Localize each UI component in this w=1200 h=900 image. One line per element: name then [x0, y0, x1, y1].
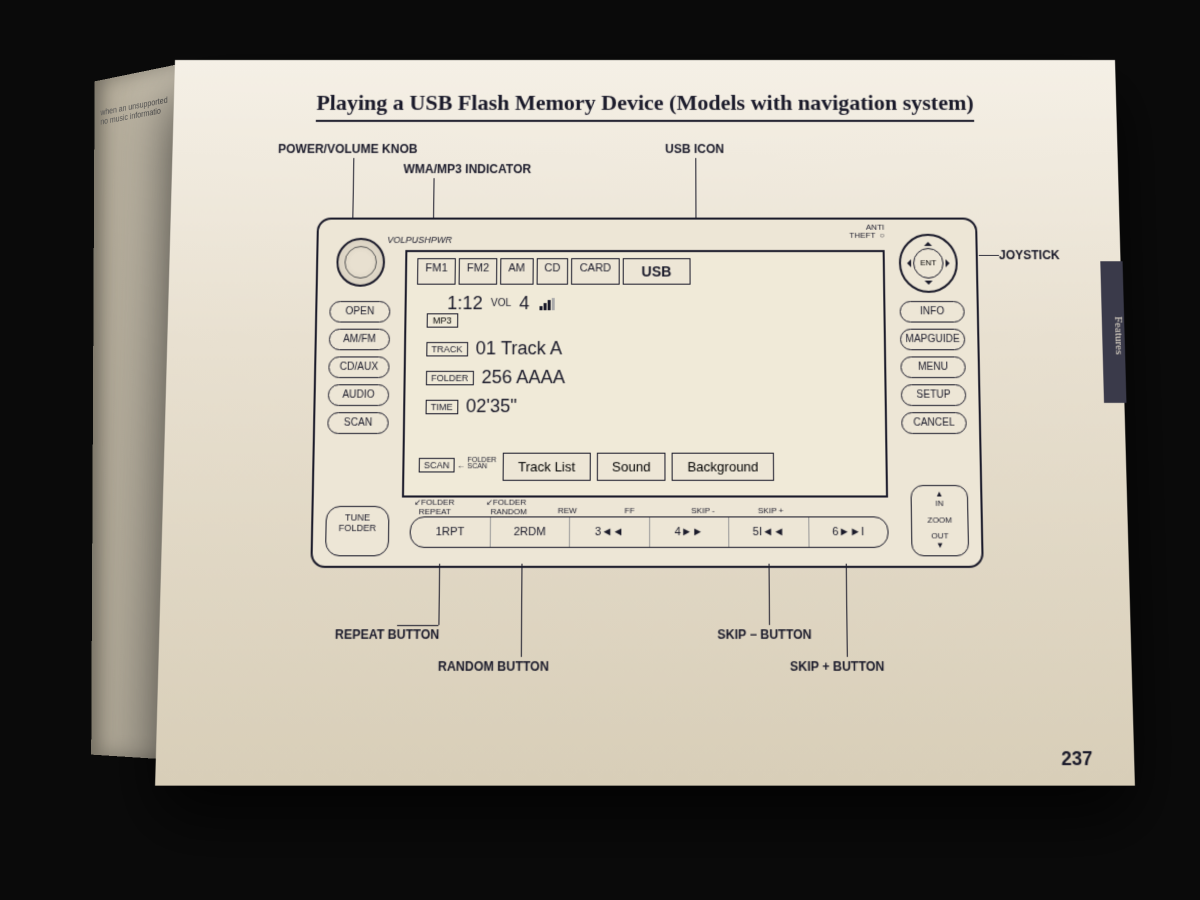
page-title: Playing a USB Flash Memory Device (Model…: [316, 90, 974, 122]
section-tab: Features: [1100, 261, 1126, 403]
preset-3[interactable]: 3◄◄: [570, 517, 650, 546]
preset-4[interactable]: 4►►: [650, 517, 730, 546]
track-line: TRACK 01 Track A: [426, 338, 562, 360]
sound-button[interactable]: Sound: [597, 453, 666, 481]
anti-theft-label: ANTITHEFT: [849, 224, 884, 240]
open-button[interactable]: OPEN: [329, 301, 390, 323]
tracklist-button[interactable]: Track List: [503, 453, 591, 481]
mapguide-button[interactable]: MAPGUIDE: [900, 329, 965, 351]
preset-1[interactable]: 1RPT: [411, 517, 491, 546]
power-volume-knob[interactable]: [336, 238, 385, 287]
joystick[interactable]: ENT: [899, 234, 959, 293]
preset-5[interactable]: 5І◄◄: [729, 517, 809, 546]
callout-wma-mp3: WMA/MP3 INDICATOR: [403, 162, 531, 176]
cdaux-button[interactable]: CD/AUX: [328, 356, 389, 378]
mp3-indicator: MP3: [427, 313, 458, 327]
diagram: POWER/VOLUME KNOB WMA/MP3 INDICATOR USB …: [209, 132, 1081, 713]
info-button[interactable]: INFO: [900, 301, 965, 323]
callout-repeat: REPEAT BUTTON: [335, 627, 440, 642]
tab-cd[interactable]: CD: [536, 258, 568, 284]
soft-buttons: Track List Sound Background: [503, 453, 774, 481]
callout-joystick: JOYSTICK: [999, 248, 1060, 262]
page-number: 237: [1061, 748, 1093, 771]
setup-button[interactable]: SETUP: [901, 384, 967, 406]
callout-random: RANDOM BUTTON: [438, 659, 549, 674]
callout-usb-icon: USB ICON: [665, 142, 724, 156]
zoom-button[interactable]: ▲IN ZOOM OUT▼: [910, 485, 969, 556]
folder-line: FOLDER 256 AAAA: [426, 367, 565, 389]
radio-head-unit: VOLPUSHPWR ANTITHEFT ENT OPEN AM/FM CD/A…: [310, 218, 983, 568]
right-button-column: INFO MAPGUIDE MENU SETUP CANCEL: [900, 301, 967, 440]
scan-labels: SCAN ← FOLDERSCAN: [419, 458, 497, 471]
time-line: TIME 02'35": [426, 396, 517, 418]
preset-6[interactable]: 6►►І: [809, 517, 888, 546]
display-screen: FM1 FM2 AM CD CARD USB 1:12 VOL 4 MP3 TR…: [402, 250, 888, 497]
menu-button[interactable]: MENU: [900, 356, 966, 378]
background-button[interactable]: Background: [672, 453, 774, 481]
tune-folder-button[interactable]: TUNEFOLDER: [325, 506, 390, 556]
callout-skip-plus: SKIP + BUTTON: [790, 659, 885, 674]
scan-button[interactable]: SCAN: [327, 412, 389, 434]
tab-fm1[interactable]: FM1: [417, 258, 456, 284]
callout-power-volume: POWER/VOLUME KNOB: [278, 142, 418, 156]
tab-card[interactable]: CARD: [571, 258, 619, 284]
vol-pwr-label: VOLPUSHPWR: [387, 235, 452, 245]
audio-button[interactable]: AUDIO: [328, 384, 390, 406]
ent-button[interactable]: ENT: [913, 248, 944, 279]
preset-2[interactable]: 2RDM: [490, 517, 570, 546]
clock-vol-line: 1:12 VOL 4: [447, 293, 555, 314]
tab-fm2[interactable]: FM2: [459, 258, 498, 284]
preset-sublabels: ↙FOLDER REPEAT ↙FOLDER RANDOM REW FF SKI…: [414, 498, 809, 517]
preset-buttons: 1RPT 2RDM 3◄◄ 4►► 5І◄◄ 6►►І: [409, 516, 888, 548]
source-tabs: FM1 FM2 AM CD CARD USB: [417, 258, 691, 284]
tab-usb[interactable]: USB: [622, 258, 690, 284]
manual-page: Playing a USB Flash Memory Device (Model…: [155, 60, 1135, 786]
callout-skip-minus: SKIP − BUTTON: [717, 627, 811, 642]
cancel-button[interactable]: CANCEL: [901, 412, 967, 434]
amfm-button[interactable]: AM/FM: [329, 329, 390, 351]
tab-am[interactable]: AM: [500, 258, 533, 284]
left-button-column: OPEN AM/FM CD/AUX AUDIO SCAN: [327, 301, 390, 440]
